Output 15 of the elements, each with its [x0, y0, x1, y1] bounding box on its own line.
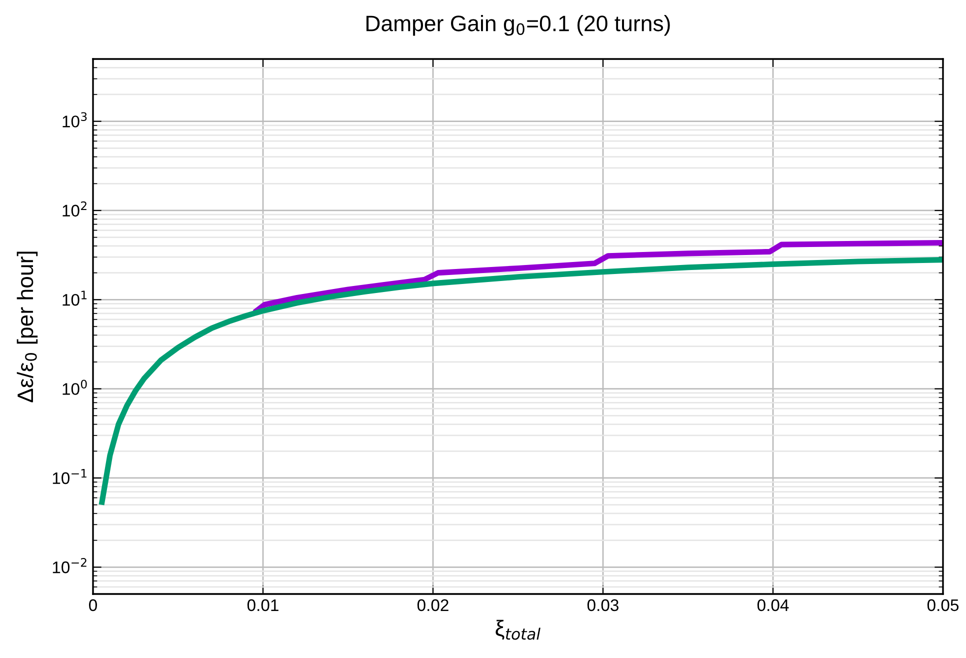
y-tick-label: 10$^{1}$: [62, 290, 87, 306]
y-tick-label: 10$^{3}$: [62, 112, 87, 128]
y-tick-label: 10$^{0}$: [62, 380, 87, 395]
y-tick-label: 10$^{2}$: [62, 201, 86, 217]
x-tick-label: 0.05: [927, 599, 959, 612]
x-tick-label: 0: [89, 599, 97, 612]
x-tick-label: 0.02: [417, 599, 448, 612]
chart-title: Damper Gain g$_{0}$=0.1 (20 turns): [366, 15, 670, 36]
x-tick-label: 0.01: [247, 599, 278, 612]
x-tick-label: 0.04: [757, 599, 789, 612]
x-tick-label: 0.03: [587, 599, 618, 612]
y-axis-title: Δε/ε$_{0}$ [per hour]: [16, 252, 38, 402]
y-tick-label: 10$^{−1}$: [52, 469, 86, 484]
y-tick-label: 10$^{−2}$: [52, 558, 86, 574]
x-axis-title: ξ$_{total}$: [496, 620, 540, 640]
